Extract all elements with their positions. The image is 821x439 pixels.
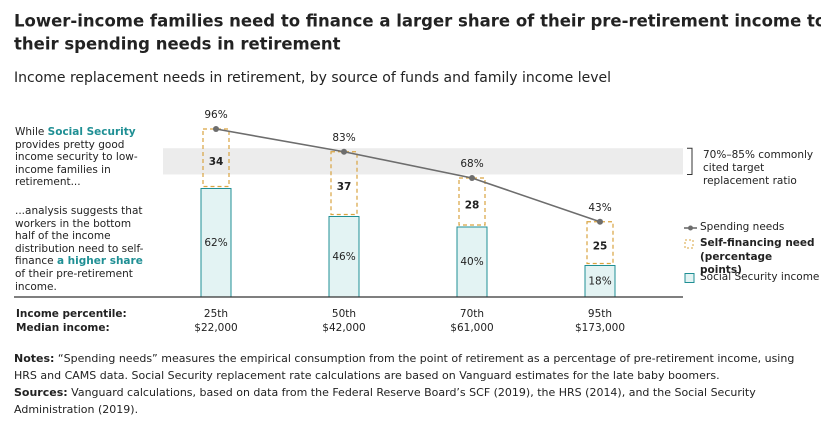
self-financing-label: 28 [465, 200, 480, 212]
social-security-bar [328, 216, 360, 298]
annotation-text: provides pretty good income security to … [15, 138, 138, 189]
note-text: “Spending needs” measures the empirical … [14, 352, 795, 382]
legend-label: Spending needs [700, 221, 785, 233]
median-income-label: $61,000 [450, 322, 493, 334]
spending-point [213, 126, 219, 132]
social-security-label: 62% [204, 237, 227, 249]
social-security-label: 18% [588, 275, 611, 287]
x-tick-label: 25th [204, 308, 228, 320]
spending-label: 83% [332, 132, 355, 144]
spending-label: 68% [460, 158, 483, 170]
notes: Notes: “Spending needs” measures the emp… [14, 350, 819, 418]
self-financing-box [458, 177, 486, 226]
annotation: While Social Security provides pretty go… [15, 126, 147, 189]
band-label: cited target [703, 162, 764, 174]
annotation-text: ...analysis suggests that workers in the… [15, 205, 144, 268]
social-security-label: 40% [460, 256, 483, 268]
legend-swatch [688, 225, 693, 231]
spending-point [597, 218, 603, 225]
note: Notes: “Spending needs” measures the emp… [14, 350, 819, 384]
row-label: Median income: [16, 322, 110, 334]
annotation-text: While [15, 126, 48, 138]
self-financing-box [586, 221, 614, 265]
spending-label: 96% [204, 109, 227, 121]
annotation-text: a higher share [56, 255, 143, 268]
spending-label: 43% [588, 202, 611, 214]
chart-title: their spending needs in retirement [14, 35, 341, 54]
note-label: Notes: [14, 352, 55, 365]
note: Sources: Vanguard calculations, based on… [14, 384, 819, 418]
social-security-bar [584, 265, 616, 298]
band-bracket [687, 147, 693, 175]
note-text: Vanguard calculations, based on data fro… [14, 386, 756, 416]
x-tick-label: 50th [332, 308, 356, 320]
x-tick-label: 70th [460, 308, 484, 320]
spending-point [341, 148, 347, 155]
self-financing-label: 34 [209, 156, 224, 168]
target-band [163, 148, 683, 175]
row-label: Income percentile: [16, 308, 127, 320]
social-security-bar [200, 188, 232, 298]
band-label: replacement ratio [703, 175, 797, 187]
median-income-label: $42,000 [322, 322, 365, 334]
spending-point [469, 175, 475, 181]
spending-line [215, 128, 601, 223]
chart-subtitle: Income replacement needs in retirement, … [14, 70, 611, 86]
annotation-text: of their pre-retirement income. [15, 267, 133, 293]
band-label: 70%–85% commonly [703, 149, 813, 161]
legend-label: Social Security income [700, 271, 820, 283]
self-financing-box [330, 151, 358, 216]
self-financing-label: 25 [593, 241, 608, 253]
legend-swatch [684, 239, 694, 249]
self-financing-label: 37 [337, 181, 352, 193]
social-security-label: 46% [332, 251, 355, 263]
median-income-label: $22,000 [194, 322, 237, 334]
annotation-text: Social Security [47, 126, 136, 138]
legend-swatch [684, 273, 695, 283]
median-income-label: $173,000 [575, 322, 625, 334]
annotation: ...analysis suggests that workers in the… [15, 205, 147, 293]
note-label: Sources: [14, 386, 68, 399]
chart-title: Lower-income families need to finance a … [14, 12, 821, 31]
legend-label: Self-financing need (percentage points) [700, 237, 815, 276]
x-tick-label: 95th [588, 308, 612, 320]
